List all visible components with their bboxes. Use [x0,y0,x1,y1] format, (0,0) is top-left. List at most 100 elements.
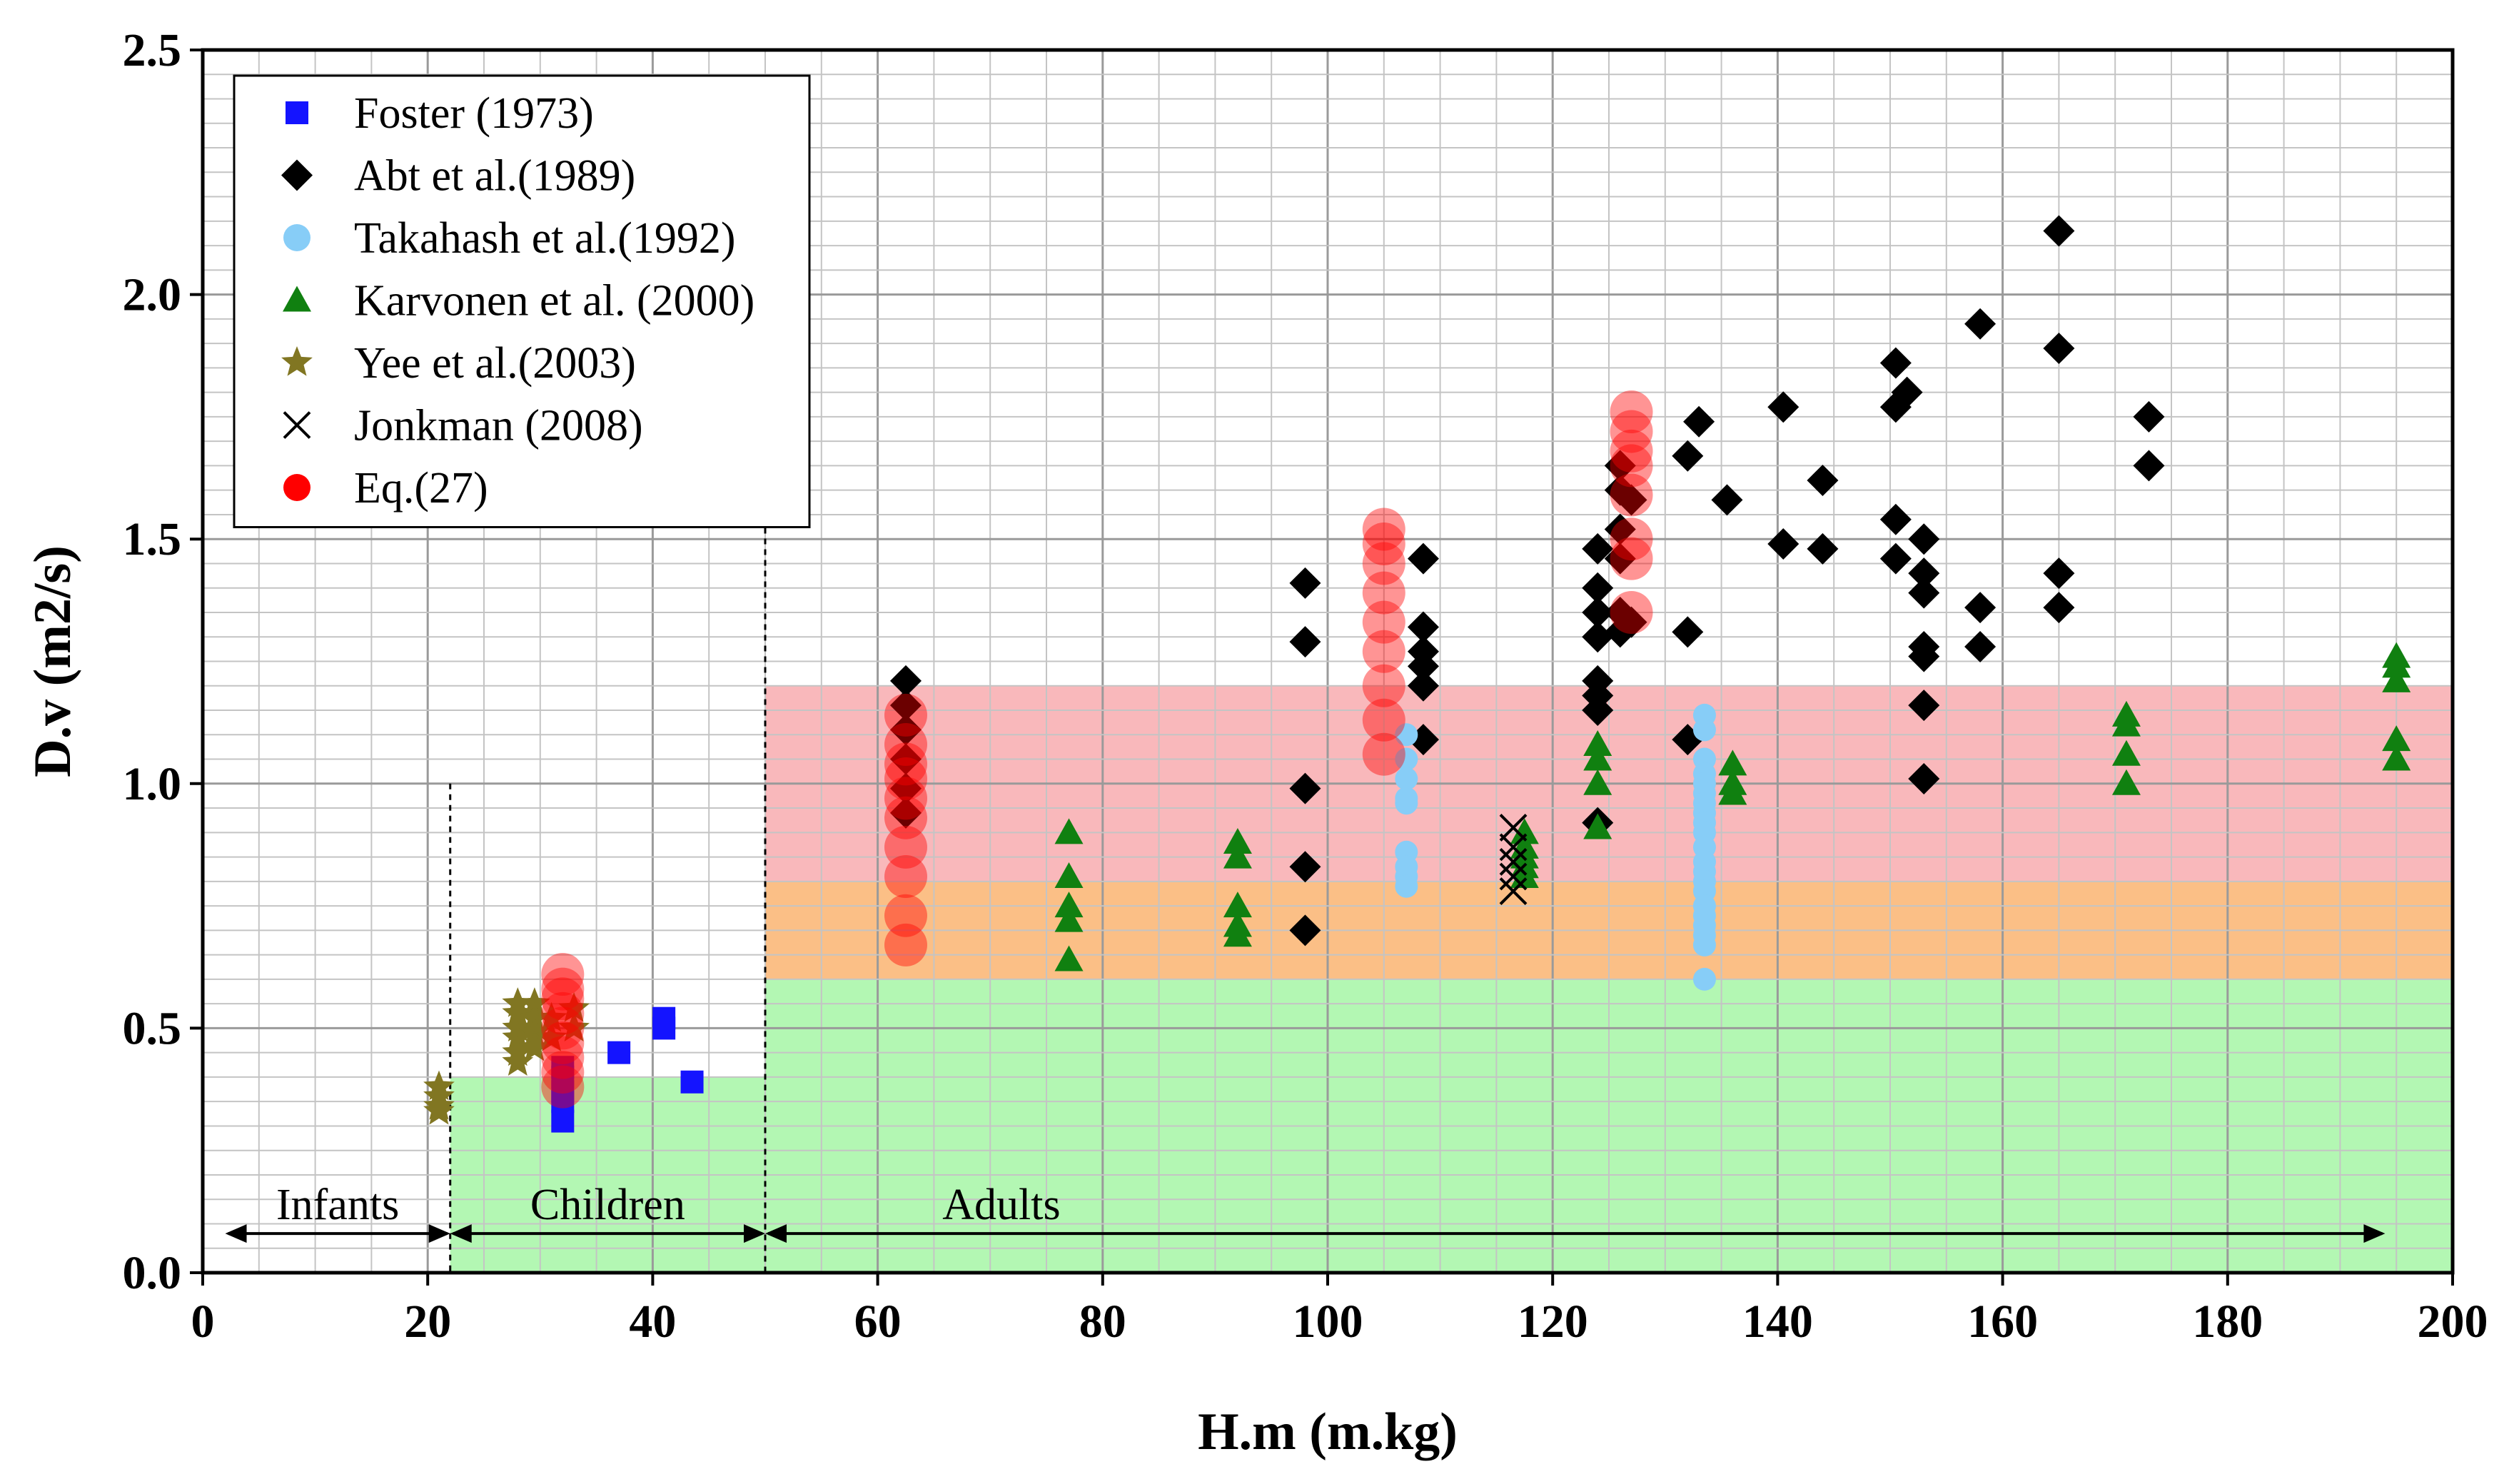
x-tick-label: 40 [629,1296,676,1348]
data-point [1499,877,1528,905]
data-point [541,991,585,1035]
data-point [558,992,590,1022]
age-group-arrow-head [428,1224,450,1243]
series-1 [890,215,2165,947]
data-point [1362,571,1405,615]
data-point [1582,695,1614,727]
legend-box [233,74,811,528]
data-point [1672,616,1704,648]
data-point [1964,308,1996,340]
age-group-arrow-head [450,1224,472,1243]
data-point [2133,450,2165,482]
data-point [2133,400,2165,433]
data-point [1604,450,1636,482]
x-tick-label: 160 [1967,1296,2038,1348]
data-point [884,777,927,820]
data-point [1395,874,1418,898]
data-point [541,953,585,996]
data-point [541,1051,585,1094]
data-point [1407,724,1439,756]
legend-marker [286,101,308,124]
data-point [1054,945,1084,971]
age-group-arrow-head [765,1224,787,1243]
data-point [1289,851,1321,883]
y-tick-label: 2.0 [123,269,182,321]
data-point [541,1065,585,1109]
data-point [890,772,922,804]
data-point [551,1109,575,1133]
data-point [1879,347,1912,379]
data-point [1223,842,1252,869]
data-point [1908,690,1940,722]
data-point [890,665,922,697]
data-point [535,1001,567,1032]
data-point [1672,440,1704,472]
data-point [890,797,922,829]
data-point [1407,670,1439,702]
data-point [884,722,927,766]
data-point [1407,650,1439,682]
data-point [1054,862,1084,888]
tick-layer: 0 20 40 60 80 100 120 140 160 180 200 0.0 0.5 1.0 1.5 2… [123,24,2488,1348]
x-tick-label: 100 [1293,1296,1363,1348]
data-point [1615,606,1647,638]
data-point [1407,611,1439,643]
data-point [1289,914,1321,947]
series-0 [551,1006,704,1133]
data-point [1711,484,1743,516]
data-point [2043,557,2075,590]
data-point [2111,740,2141,766]
data-point [1223,892,1252,918]
data-point [884,757,927,800]
y-tick-label: 0.0 [123,1247,182,1299]
data-point [1395,723,1418,747]
data-point [1582,532,1614,565]
data-point [1718,749,1747,776]
age-group-arrow-head [2363,1224,2386,1243]
data-point [2382,652,2411,678]
data-point [1610,444,1653,488]
data-point [1362,732,1405,776]
data-point [519,1031,550,1061]
data-point [652,1006,676,1030]
data-point [1964,592,1996,624]
data-point [2043,215,2075,247]
data-point [2043,332,2075,364]
data-point [680,1070,704,1094]
data-point [1583,730,1612,756]
y-tick-label: 1.5 [123,513,182,565]
y-tick-label: 0.5 [123,1002,182,1054]
data-point [1582,596,1614,628]
legend-marker [283,224,311,251]
legend-label: Eq.(27) [354,464,488,513]
legend-label: Karvonen et al. (2000) [354,277,754,325]
legend-label: Takahash et al.(1992) [354,214,736,263]
data-point [1499,814,1528,842]
data-point [1362,600,1405,644]
legend-label: Jonkman (2008) [354,402,643,450]
x-tick-label: 80 [1079,1296,1126,1348]
data-point [1610,390,1653,434]
data-point [1610,518,1653,561]
legend-marker [283,474,311,501]
data-point [1362,523,1405,566]
data-point [1289,626,1321,658]
data-point [541,967,585,1011]
data-point [1407,542,1439,575]
data-point [1223,828,1252,854]
data-point [1964,630,1996,662]
data-point [884,894,927,937]
age-group-label: Children [530,1181,685,1229]
data-point [1583,769,1612,795]
data-point [1908,577,1940,609]
data-point [541,1036,585,1079]
data-point [1499,848,1528,876]
data-point [2111,710,2141,737]
data-point [1879,503,1912,535]
data-point [1672,724,1704,756]
y-tick-label: 2.5 [123,24,182,76]
data-point [1362,542,1405,585]
data-point [541,977,585,1021]
data-point [1054,818,1084,844]
